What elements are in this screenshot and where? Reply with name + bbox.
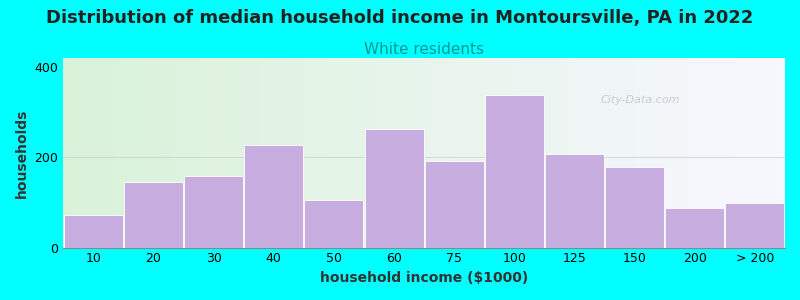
- Bar: [184, 176, 243, 247]
- Bar: [64, 215, 123, 248]
- Text: Distribution of median household income in Montoursville, PA in 2022: Distribution of median household income …: [46, 9, 754, 27]
- Y-axis label: households: households: [15, 108, 29, 198]
- Bar: [365, 129, 423, 248]
- Bar: [485, 95, 544, 248]
- Bar: [124, 182, 183, 248]
- Title: White residents: White residents: [364, 42, 484, 57]
- Bar: [425, 161, 484, 248]
- Bar: [605, 167, 664, 247]
- Bar: [666, 208, 724, 247]
- Bar: [305, 200, 363, 248]
- Bar: [244, 145, 303, 248]
- Text: City-Data.com: City-Data.com: [601, 95, 681, 105]
- Bar: [545, 154, 604, 248]
- X-axis label: household income ($1000): household income ($1000): [320, 271, 528, 285]
- Bar: [726, 203, 784, 247]
